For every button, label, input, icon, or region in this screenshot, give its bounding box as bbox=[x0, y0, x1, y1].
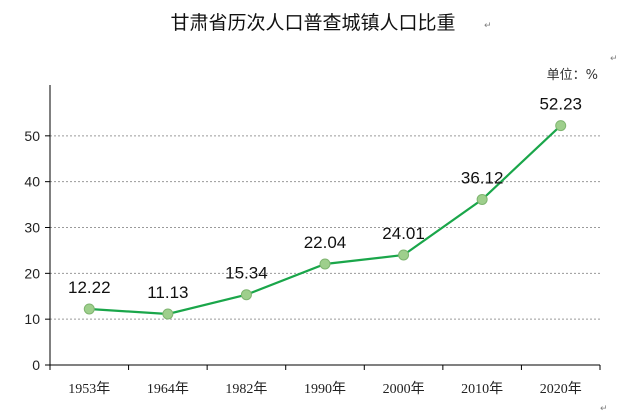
x-axis-ticks: 1953年 1964年 1982年 1990年 2000年 2010年 2020年 bbox=[68, 381, 581, 397]
data-label: 24.01 bbox=[382, 224, 425, 243]
data-label: 22.04 bbox=[304, 233, 347, 252]
x-tick-label: 1953年 bbox=[68, 381, 110, 397]
data-label: 36.12 bbox=[461, 168, 504, 187]
data-point bbox=[555, 120, 567, 132]
data-label: 15.34 bbox=[225, 264, 268, 283]
y-tick-label: 50 bbox=[24, 128, 40, 144]
x-tick-label: 1964年 bbox=[147, 381, 189, 397]
y-tick-label: 0 bbox=[32, 357, 40, 373]
data-label: 12.22 bbox=[68, 278, 111, 297]
y-tick-label: 40 bbox=[24, 174, 40, 190]
corner-mark-top: ↵ bbox=[610, 54, 618, 64]
y-axis-ticks: 0 10 20 30 40 50 bbox=[24, 128, 40, 373]
data-label: 52.23 bbox=[539, 95, 582, 114]
title-return-mark: ↵ bbox=[484, 21, 492, 31]
data-point bbox=[398, 249, 410, 261]
x-tick-label: 2010年 bbox=[461, 381, 503, 397]
chart-title-group: 甘肃省历次人口普查城镇人口比重 ↵ bbox=[170, 12, 491, 34]
data-point bbox=[240, 289, 252, 301]
x-tick-label: 2020年 bbox=[540, 381, 582, 397]
points-layer bbox=[83, 120, 567, 320]
chart-title: 甘肃省历次人口普查城镇人口比重 bbox=[170, 12, 455, 34]
unit-label: 单位：% bbox=[547, 68, 598, 83]
y-tick-label: 30 bbox=[24, 220, 40, 236]
data-labels: 12.22 11.13 15.34 22.04 24.01 36.12 52.23 bbox=[68, 95, 582, 302]
axes bbox=[45, 85, 601, 370]
corner-mark-bottom: ↵ bbox=[600, 404, 608, 414]
data-label: 11.13 bbox=[147, 283, 188, 302]
x-tick-label: 1990年 bbox=[304, 381, 346, 397]
y-tick-label: 20 bbox=[24, 265, 40, 281]
data-point bbox=[162, 308, 174, 320]
data-point bbox=[319, 258, 331, 270]
data-point bbox=[83, 303, 95, 315]
gridlines bbox=[50, 135, 600, 320]
data-point bbox=[476, 193, 488, 205]
x-tick-label: 2000年 bbox=[383, 381, 425, 397]
x-tick-label: 1982年 bbox=[225, 381, 267, 397]
y-tick-label: 10 bbox=[24, 311, 40, 327]
